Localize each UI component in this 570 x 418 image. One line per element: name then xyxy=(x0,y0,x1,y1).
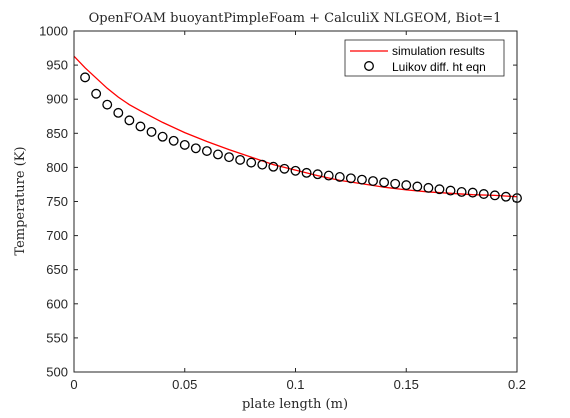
y-tick-label: 1000 xyxy=(39,24,68,39)
data-point-luikov xyxy=(113,107,124,118)
data-point-luikov xyxy=(190,143,201,154)
y-tick-label: 900 xyxy=(46,92,68,107)
data-point-luikov xyxy=(500,191,511,202)
data-point-luikov xyxy=(224,152,235,163)
data-point-luikov xyxy=(390,178,401,189)
data-point-luikov xyxy=(456,187,467,197)
x-tick-label: 0.2 xyxy=(508,377,526,392)
data-point-luikov xyxy=(489,190,500,201)
x-tick-label: 0.1 xyxy=(286,377,304,392)
data-point-luikov xyxy=(323,170,334,181)
y-tick-label: 600 xyxy=(46,296,68,311)
legend-label-simulation: simulation results xyxy=(392,44,485,58)
y-tick-label: 800 xyxy=(46,160,68,175)
data-point-luikov xyxy=(201,146,212,156)
data-point-luikov xyxy=(268,161,279,172)
data-point-luikov xyxy=(135,121,146,132)
data-point-luikov xyxy=(157,131,168,142)
x-tick-label: 0 xyxy=(70,377,77,392)
legend-label-luikov: Luikov diff. ht eqn xyxy=(392,60,486,74)
y-tick-label: 550 xyxy=(46,330,68,345)
data-point-luikov xyxy=(423,182,434,193)
data-point-luikov xyxy=(91,88,102,99)
y-tick-label: 750 xyxy=(46,194,68,209)
data-point-luikov xyxy=(312,169,323,180)
y-axis-label: Temperature (K) xyxy=(13,146,28,255)
data-point-luikov xyxy=(168,135,179,146)
plot-area xyxy=(74,31,517,372)
data-point-luikov xyxy=(246,157,257,168)
data-point-luikov xyxy=(401,180,412,191)
data-point-luikov xyxy=(279,163,290,174)
data-point-luikov xyxy=(345,173,356,184)
data-point-luikov xyxy=(478,189,489,199)
data-point-luikov xyxy=(445,185,456,196)
data-point-luikov xyxy=(235,154,246,165)
chart-title: OpenFOAM buoyantPimpleFoam + CalculiX NL… xyxy=(89,11,502,26)
x-tick-label: 0.05 xyxy=(172,377,197,392)
data-point-luikov xyxy=(301,167,312,178)
data-marks xyxy=(73,55,522,204)
x-axis-label: plate length (m) xyxy=(242,397,348,412)
y-tick-label: 700 xyxy=(46,228,68,243)
data-point-luikov xyxy=(257,159,268,170)
y-tick-label: 500 xyxy=(46,365,68,380)
axis-ticks: 0 0.05 0.1 0.15 0.2 500 550 600 650 700 750 800 850 9… xyxy=(39,24,526,393)
y-tick-label: 950 xyxy=(46,58,68,73)
data-point-luikov xyxy=(124,115,135,126)
y-tick-label: 650 xyxy=(46,262,68,277)
data-point-luikov xyxy=(434,184,445,195)
data-point-luikov xyxy=(213,149,223,160)
data-point-luikov xyxy=(467,187,478,198)
data-point-luikov xyxy=(368,176,378,186)
data-point-luikov xyxy=(357,174,367,185)
data-point-luikov xyxy=(412,181,423,192)
data-point-luikov xyxy=(146,126,157,137)
y-tick-label: 850 xyxy=(46,126,68,141)
data-point-luikov xyxy=(379,177,390,188)
x-tick-label: 0.15 xyxy=(394,377,419,392)
legend-marker-luikov xyxy=(364,61,374,71)
data-point-luikov xyxy=(334,171,345,182)
data-point-luikov xyxy=(102,99,113,110)
data-point-luikov xyxy=(290,165,301,176)
data-point-luikov xyxy=(179,139,190,150)
legend: simulation results Luikov diff. ht eqn xyxy=(344,39,505,77)
data-point-luikov xyxy=(80,72,91,83)
